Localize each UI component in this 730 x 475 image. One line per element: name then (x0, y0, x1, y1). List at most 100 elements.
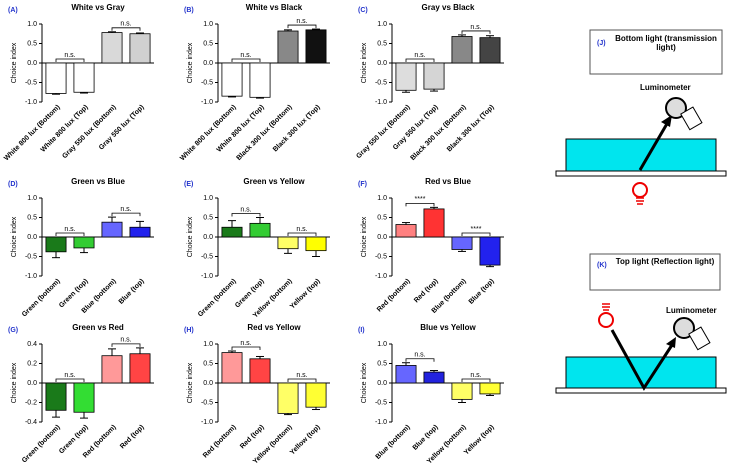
y-tick-label: 0.0 (377, 60, 387, 67)
y-tick-label: 1.0 (203, 195, 213, 202)
significance-label: n.s. (240, 340, 251, 347)
y-tick-label: 0.5 (377, 214, 387, 221)
bar (277, 382, 299, 414)
bar (129, 226, 151, 238)
x-tick-label: Yellow (top) (463, 424, 496, 457)
significance-bracket (231, 213, 261, 217)
bar (451, 382, 473, 400)
bar (101, 355, 123, 384)
arrowhead (666, 337, 676, 348)
y-tick-label: -0.4 (25, 419, 37, 426)
bar (129, 33, 151, 64)
y-tick-label: -1.0 (375, 99, 387, 106)
luminometer-body (688, 326, 711, 351)
bar (45, 62, 67, 94)
significance-label: **** (471, 226, 482, 233)
bulb-base (602, 303, 610, 311)
panel-label: (J) (597, 40, 606, 47)
y-tick-label: -0.5 (201, 399, 213, 406)
y-tick-label: -0.2 (25, 399, 37, 406)
bar (451, 236, 473, 250)
y-tick-label: 0.5 (203, 214, 213, 221)
x-tick-label: Red (top) (239, 424, 266, 451)
significance-label: **** (415, 196, 426, 203)
bar (395, 62, 417, 91)
panel: (H) Red vs Yellow Choice index -1.0 -0.5 0.0 0… (184, 323, 330, 466)
caption-text: Top light (Reflection light) (615, 257, 715, 266)
x-tick-label: Blue (top) (468, 278, 496, 306)
significance-bracket (405, 58, 435, 62)
x-tick-label: Green (bottom) (21, 424, 62, 465)
significance-bracket (55, 232, 85, 236)
y-tick-label: -1.0 (375, 419, 387, 426)
chart-title: Green vs Yellow (243, 177, 305, 186)
significance-bracket (111, 343, 141, 347)
panel-label: (A) (8, 7, 18, 14)
x-tick-label: White 800 lux (Bottom) (3, 104, 62, 163)
y-tick-label: -0.5 (25, 253, 37, 260)
y-tick-label: 1.0 (377, 21, 387, 28)
significance-label: n.s. (470, 24, 481, 31)
significance-bracket (287, 232, 317, 236)
bulb (598, 312, 614, 328)
y-tick-label: -0.5 (201, 79, 213, 86)
bar (221, 352, 243, 384)
significance-bracket (231, 346, 261, 351)
diagram-k: (K) Top light (Reflection light) Luminom… (555, 253, 727, 394)
panel: (C) Gray vs Black Choice index -1.0 -0.5 0.0 0… (355, 3, 504, 162)
x-tick-label: Yellow (top) (289, 278, 322, 311)
y-tick-label: 1.0 (203, 21, 213, 28)
y-tick-label: 0.5 (377, 360, 387, 367)
significance-label: n.s. (64, 52, 75, 59)
bar (45, 382, 67, 411)
y-axis-label: Choice index (361, 42, 368, 83)
device-label: Luminometer (666, 306, 717, 315)
x-tick-label: Gray 550 lux (Bottom) (61, 104, 117, 160)
panel-label: (C) (358, 7, 368, 14)
y-tick-label: 0.5 (203, 40, 213, 47)
y-axis-label: Choice index (187, 216, 194, 257)
x-tick-label: Blue (top) (118, 278, 146, 306)
y-tick-label: -1.0 (201, 273, 213, 280)
significance-label: n.s. (414, 52, 425, 59)
y-axis-label: Choice index (11, 216, 18, 257)
significance-bracket (287, 378, 317, 382)
bar (395, 365, 417, 384)
y-tick-label: 1.0 (203, 341, 213, 348)
x-tick-label: Black 300 lux (Bottom) (235, 104, 293, 162)
chart-title: Red vs Blue (425, 177, 471, 186)
significance-label: n.s. (120, 337, 131, 344)
luminometer (673, 317, 695, 339)
y-tick-label: 0.0 (27, 234, 37, 241)
significance-label: n.s. (120, 206, 131, 213)
significance-bracket (111, 212, 141, 217)
significance-label: n.s. (64, 226, 75, 233)
y-tick-label: 0.0 (27, 60, 37, 67)
y-tick-label: 0.0 (377, 234, 387, 241)
x-tick-label: Black 300 lux (Top) (272, 104, 322, 154)
bar (73, 382, 95, 413)
bar (249, 358, 271, 384)
panel: (A) White vs Gray Choice index -1.0 -0.5 0.0 0… (3, 3, 154, 162)
y-tick-label: 1.0 (27, 195, 37, 202)
significance-label: n.s. (296, 226, 307, 233)
significance-bracket (461, 30, 491, 34)
bar (249, 62, 271, 98)
bar (479, 236, 501, 266)
bar (479, 37, 501, 64)
x-tick-label: Gray 550 lux (Bottom) (355, 104, 411, 160)
luminometer (665, 97, 687, 119)
bar (101, 221, 123, 238)
significance-label: n.s. (240, 52, 251, 59)
y-axis-label: Choice index (361, 362, 368, 403)
panel-label: (D) (8, 181, 18, 188)
panel-label: (H) (184, 327, 194, 334)
y-tick-label: 0.0 (203, 60, 213, 67)
chart-title: White vs Black (246, 3, 303, 12)
bulb-base (636, 197, 644, 205)
y-axis-label: Choice index (187, 42, 194, 83)
bar (129, 353, 151, 384)
y-tick-label: -1.0 (25, 273, 37, 280)
significance-bracket (461, 378, 491, 382)
